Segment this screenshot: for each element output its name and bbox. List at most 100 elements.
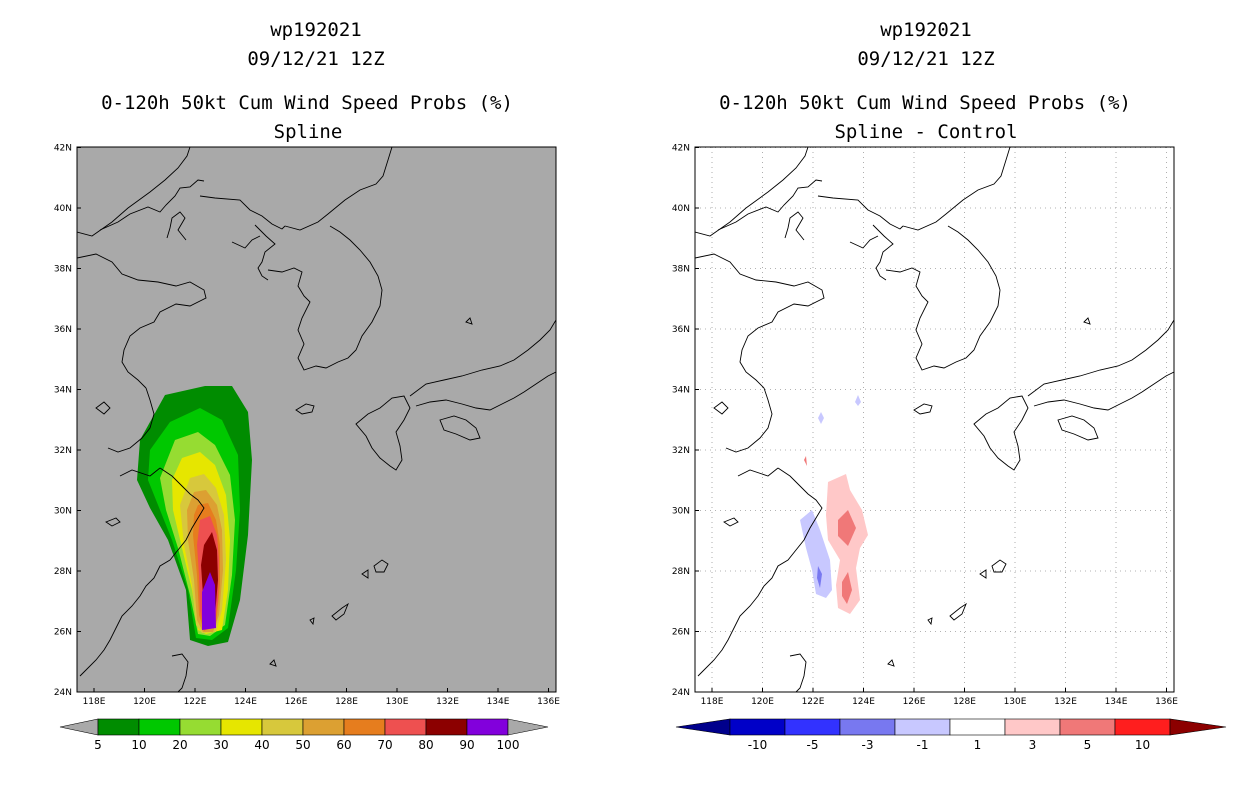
right-colorbar-high-end [1169, 718, 1227, 736]
right-colorbar-box [839, 718, 896, 736]
left-map-background [77, 147, 556, 692]
left-lat-label: 30N [54, 507, 72, 517]
left-lat-label: 32N [54, 446, 72, 456]
right-lat-label: 24N [672, 688, 690, 698]
right-lon-label: 126E [903, 697, 926, 707]
left-lon-label: 118E [83, 697, 106, 707]
right-colorbar-label: -5 [807, 738, 819, 752]
left-colorbar-label: 80 [418, 738, 433, 752]
right-title-storm-id: wp192021 [880, 19, 972, 41]
left-colorbar-box [384, 718, 427, 736]
left-title-storm-id: wp192021 [270, 19, 362, 41]
left-colorbar-label: 70 [377, 738, 392, 752]
right-colorbar-label: -1 [917, 738, 929, 752]
right-lat-label: 26N [672, 628, 690, 638]
diff-pos-3-lower [842, 572, 852, 604]
right-lon-label: 122E [802, 697, 825, 707]
left-lon-label: 122E [184, 697, 207, 707]
left-lat-label: 40N [54, 204, 72, 214]
right-lon-label: 132E [1054, 697, 1077, 707]
diff-neg-1-spot-b [855, 395, 861, 406]
right-colorbar-label: 10 [1135, 738, 1150, 752]
right-lon-label: 134E [1105, 697, 1128, 707]
left-lon-label: 126E [285, 697, 308, 707]
left-colorbar-label: 90 [459, 738, 474, 752]
right-colorbar-label: -3 [862, 738, 874, 752]
right-colorbar-box [949, 718, 1006, 736]
right-lon-label: 136E [1155, 697, 1178, 707]
right-colorbar-label: 1 [974, 738, 982, 752]
right-lat-label: 36N [672, 325, 690, 335]
right-lat-label: 34N [672, 386, 690, 396]
right-lat-label: 42N [672, 144, 690, 154]
left-colorbar-high-end [507, 718, 549, 736]
left-colorbar-label: 50 [295, 738, 310, 752]
left-colorbar-box [302, 718, 345, 736]
right-lat-label: 32N [672, 446, 690, 456]
right-lat-label: 30N [672, 507, 690, 517]
left-colorbar: 5 10 20 30 40 50 60 70 80 90 100 [59, 718, 549, 752]
left-lon-label: 136E [537, 697, 560, 707]
right-colorbar-box [894, 718, 951, 736]
right-colorbar: -10 -5 -3 -1 1 3 5 10 [675, 718, 1227, 752]
left-colorbar-box [97, 718, 140, 736]
right-lat-label: 28N [672, 567, 690, 577]
right-title-product: 0-120h 50kt Cum Wind Speed Probs (%) [719, 92, 1131, 114]
diff-neg-3-spot [817, 566, 822, 588]
right-title-date: 09/12/21 12Z [857, 48, 994, 70]
left-lon-label: 132E [436, 697, 459, 707]
right-colorbar-box [1114, 718, 1171, 736]
left-panel: wp192021 09/12/21 12Z 0-120h 50kt Cum Wi… [54, 19, 560, 752]
right-colorbar-box [1059, 718, 1116, 736]
left-colorbar-box [220, 718, 263, 736]
left-colorbar-box [425, 718, 468, 736]
left-probability-contours [77, 147, 556, 692]
left-lon-label: 120E [133, 697, 156, 707]
left-lat-label: 36N [54, 325, 72, 335]
left-lat-label: 42N [54, 144, 72, 154]
right-colorbar-box [784, 718, 841, 736]
right-lon-label: 130E [1004, 697, 1027, 707]
left-colorbar-label: 60 [336, 738, 351, 752]
right-map-background [695, 147, 1174, 692]
right-panel: wp192021 09/12/21 12Z 0-120h 50kt Cum Wi… [672, 19, 1227, 752]
left-lon-label: 128E [335, 697, 358, 707]
left-title-method: Spline [274, 121, 343, 143]
left-colorbar-box [138, 718, 181, 736]
right-colorbar-label: 5 [1084, 738, 1092, 752]
right-axis-ticks: 118E 120E 122E 124E 126E 128E 130E 132E 134E 136E… [672, 144, 1178, 708]
left-colorbar-box [261, 718, 304, 736]
right-lon-label: 120E [751, 697, 774, 707]
right-colorbar-label: -10 [748, 738, 768, 752]
left-axis-ticks: 118E 120E 122E 124E 126E 128E 130E 132E 134E 136E… [54, 144, 560, 708]
left-title-product: 0-120h 50kt Cum Wind Speed Probs (%) [101, 92, 513, 114]
left-map-frame [76, 146, 557, 693]
left-colorbar-label: 5 [94, 738, 102, 752]
left-lat-label: 38N [54, 265, 72, 275]
right-title-method: Spline - Control [834, 121, 1017, 143]
left-colorbar-box [343, 718, 386, 736]
right-colorbar-label: 3 [1029, 738, 1037, 752]
right-lon-label: 124E [852, 697, 875, 707]
left-colorbar-box [179, 718, 222, 736]
left-lon-label: 124E [234, 697, 257, 707]
right-lon-label: 128E [953, 697, 976, 707]
left-colorbar-label: 30 [213, 738, 228, 752]
left-colorbar-label: 10 [131, 738, 146, 752]
right-lat-label: 38N [672, 265, 690, 275]
left-lat-label: 28N [54, 567, 72, 577]
left-colorbar-label: 100 [497, 738, 520, 752]
right-difference-contours [695, 147, 1174, 692]
left-lon-label: 130E [386, 697, 409, 707]
left-lat-label: 24N [54, 688, 72, 698]
left-colorbar-label: 20 [172, 738, 187, 752]
left-lon-label: 134E [487, 697, 510, 707]
left-colorbar-low-end [59, 718, 99, 736]
prob-100-contour [202, 572, 216, 630]
left-lat-label: 26N [54, 628, 72, 638]
right-colorbar-box [1004, 718, 1061, 736]
right-colorbar-low-end [675, 718, 731, 736]
right-lon-label: 118E [701, 697, 724, 707]
right-map-frame [694, 146, 1175, 693]
